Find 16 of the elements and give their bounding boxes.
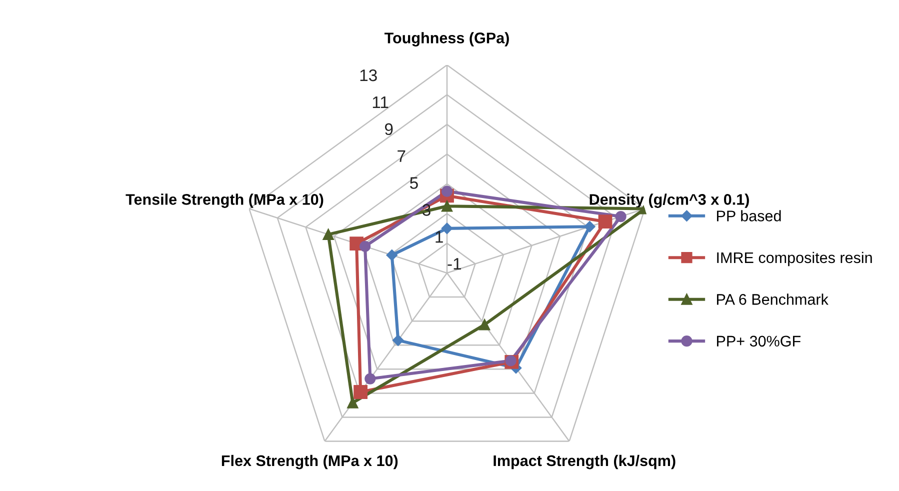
y-tick-label: 7: [398, 150, 406, 162]
spoke-label: Density (g/cm^3 x 0.1): [590, 194, 749, 208]
y-tick-label: -1: [448, 258, 462, 270]
y-tick-label: 11: [372, 96, 388, 108]
legend-label: IMRE composites resin: [717, 252, 872, 266]
legend-label: PA 6 Benchmark: [717, 294, 828, 305]
spoke-label: Flex Strength (MPa x 10): [222, 454, 398, 470]
legend-label: PP+ 30%GF: [717, 336, 800, 347]
y-tick-label: 5: [410, 177, 418, 189]
legend-label: PP based: [717, 210, 781, 222]
y-tick-label: 13: [360, 69, 377, 82]
spoke-label: Tensile Strength (MPa x 10): [126, 194, 324, 208]
y-tick-label: 9: [384, 123, 393, 136]
spoke-label: Toughness (GPa): [384, 32, 509, 46]
y-tick-label: 1: [436, 231, 443, 243]
spoke-label: Impact Strength (kJ/sqm): [494, 454, 676, 470]
